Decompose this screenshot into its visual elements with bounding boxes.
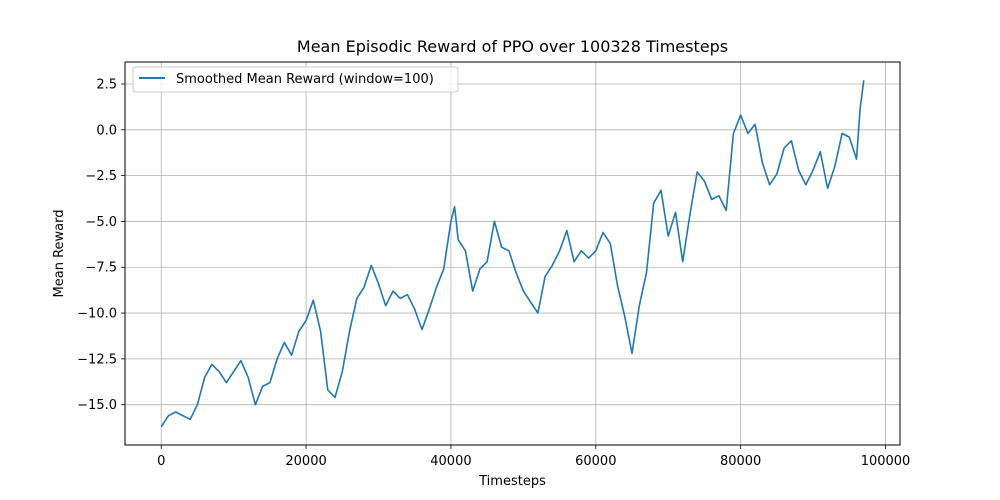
y-tick-label: −7.5	[85, 261, 117, 276]
series-line	[160, 80, 865, 428]
x-tick-label: 100000	[861, 454, 911, 469]
y-tick-label: −15.0	[77, 398, 117, 413]
y-tick-label: 0.0	[96, 123, 117, 138]
grid	[125, 62, 900, 445]
x-axis-label: Timesteps	[478, 474, 546, 489]
legend: Smoothed Mean Reward (window=100)	[132, 66, 459, 93]
series-layer	[160, 80, 865, 428]
x-tick-label: 0	[157, 454, 165, 469]
y-tick-label: −10.0	[77, 307, 117, 322]
plot-frame	[124, 61, 901, 446]
x-tick-label: 80000	[720, 454, 761, 469]
y-axis-label: Mean Reward	[52, 210, 67, 298]
x-tick-label: 60000	[575, 454, 616, 469]
y-tick-label: −12.5	[77, 352, 117, 367]
y-tick-label: 2.5	[96, 77, 117, 92]
x-tick-label: 40000	[430, 454, 471, 469]
chart-title: Mean Episodic Reward of PPO over 100328 …	[297, 37, 728, 56]
legend-label: Smoothed Mean Reward (window=100)	[176, 72, 434, 87]
y-tick-label: −2.5	[85, 169, 117, 184]
y-tick-label: −5.0	[85, 215, 117, 230]
ticks: 0 20000 40000 60000 80000 100000 −15.0 −12.5 −10…	[77, 77, 910, 469]
legend-box	[132, 66, 459, 93]
x-tick-label: 20000	[285, 454, 326, 469]
